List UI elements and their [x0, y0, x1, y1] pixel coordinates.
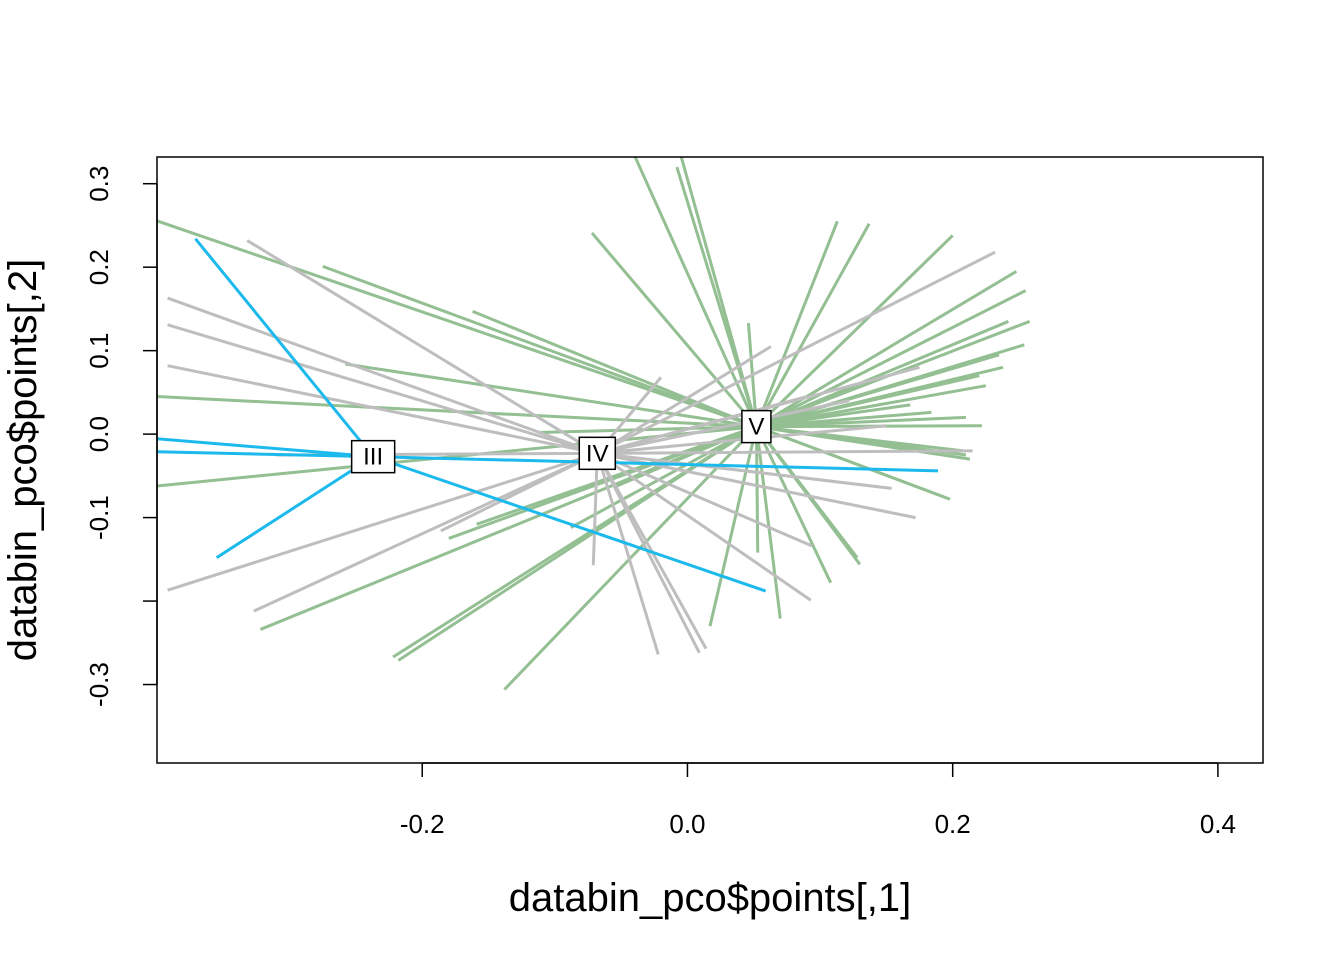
x-tick-label-3: 0.4: [1200, 809, 1236, 839]
y-tick-label-4: 0.1: [84, 333, 114, 369]
x-tick-label-0: -0.2: [400, 809, 445, 839]
spoke-iv-1: [167, 296, 598, 455]
y-axis: -0.3 -0.1 0.0 0.1 0.2 0.3: [84, 166, 158, 707]
spoke-iii-4: [373, 455, 939, 473]
spoke-iv-8: [595, 452, 660, 655]
spoke-iii-2: [372, 455, 767, 593]
x-axis: -0.2 0.0 0.2 0.4: [400, 762, 1236, 839]
x-axis-title: databin_pco$points[,1]: [509, 876, 912, 920]
centroid-box-iv: [578, 436, 617, 471]
spoke-iv-16: [596, 451, 813, 548]
spoke-v-1: [157, 395, 757, 429]
spoke-v-10: [590, 231, 758, 428]
spoke-v-16: [755, 223, 871, 428]
spoke-v-31: [756, 403, 911, 429]
spoke-v-23: [755, 353, 1000, 429]
spoke-iv-2: [167, 323, 598, 455]
spoke-v-13: [675, 166, 758, 428]
spoke-v-34: [755, 425, 944, 499]
spoke-iv-5: [253, 451, 598, 613]
spoke-v-9: [472, 310, 757, 429]
y-tick-label-5: 0.2: [84, 249, 114, 285]
spoke-iv-12: [596, 250, 996, 455]
spoke-v-19: [755, 289, 1027, 428]
spoke-v-0: [157, 219, 757, 429]
spoke-iii-0: [194, 237, 375, 458]
centroid-box-v: [741, 409, 772, 444]
spoke-v-32: [756, 410, 932, 429]
spoke-iv-7: [591, 453, 599, 566]
y-tick-label-0: -0.3: [84, 662, 114, 707]
x-tick-label-2: 0.2: [935, 809, 971, 839]
spoke-iv-11: [596, 345, 772, 455]
spoke-v-15: [755, 220, 839, 428]
spoke-v-22: [755, 320, 1009, 428]
y-axis-title: databin_pco$points[,2]: [1, 259, 45, 662]
spoke-iv-17: [596, 452, 812, 602]
spoke-v-41: [708, 426, 758, 627]
spoke-iv-14: [597, 451, 892, 490]
centroid-label-v: V: [748, 414, 764, 441]
spoke-v-17: [755, 234, 954, 428]
spoke-v-3: [322, 264, 757, 429]
spoke-iii-5: [157, 450, 374, 459]
spoke-iv-3: [167, 364, 598, 455]
spoke-layer: [157, 157, 1031, 691]
spoke-v-37: [755, 425, 852, 552]
spoke-v-4: [345, 362, 757, 429]
spoke-iii-1: [215, 455, 374, 559]
spoke-iv-0: [246, 239, 599, 455]
spoke-v-11: [633, 157, 758, 428]
spoke-v-40: [754, 426, 760, 553]
spoke-iv-23: [596, 395, 808, 455]
spoke-v-45: [448, 425, 757, 540]
y-tick-label-6: 0.3: [84, 166, 114, 202]
spoke-iv-21: [597, 449, 973, 455]
spoke-iv-4: [167, 451, 598, 592]
spoke-iv-6: [440, 451, 598, 533]
centroid-label-iii: III: [363, 444, 383, 471]
centroid-layer: III IV V: [350, 409, 772, 474]
y-tick-label-3: 0.0: [84, 416, 114, 452]
x-tick-label-1: 0.0: [669, 809, 705, 839]
spoke-v-43: [570, 425, 758, 529]
plot-box: [156, 156, 1264, 764]
spoke-v-39: [754, 426, 782, 619]
centroid-label-iv: IV: [586, 440, 609, 467]
centroid-box-iii: [350, 439, 396, 474]
spoke-v-47: [756, 374, 980, 429]
y-tick-label-2: -0.1: [84, 495, 114, 540]
spoke-iii-3: [157, 437, 374, 459]
spoke-iv-13: [596, 399, 850, 455]
